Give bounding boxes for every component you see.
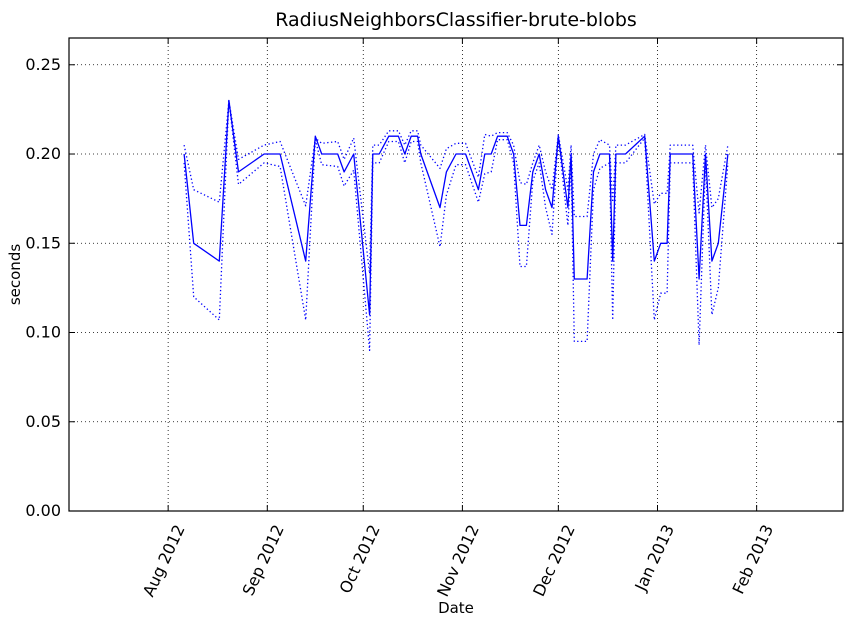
x-axis-label: Date [438, 599, 474, 617]
y-tick-label: 0.10 [25, 323, 61, 342]
series-upper-line [183, 99, 729, 275]
y-tick-labels: 0.00 0.05 0.10 0.15 0.20 0.25 [25, 55, 61, 520]
y-tick-label: 0.00 [25, 501, 61, 520]
y-tick-label: 0.05 [25, 412, 61, 431]
series-lines [183, 99, 729, 352]
y-axis-label: seconds [6, 244, 24, 305]
gridlines [69, 38, 843, 512]
axis-ticks [69, 38, 843, 512]
y-tick-label: 0.20 [25, 144, 61, 163]
y-tick-label: 0.25 [25, 55, 61, 74]
chart-title: RadiusNeighborsClassifier-brute-blobs [275, 9, 637, 31]
y-tick-label: 0.15 [25, 233, 61, 252]
series-mean-line [183, 99, 729, 316]
plot-frame [68, 37, 844, 512]
